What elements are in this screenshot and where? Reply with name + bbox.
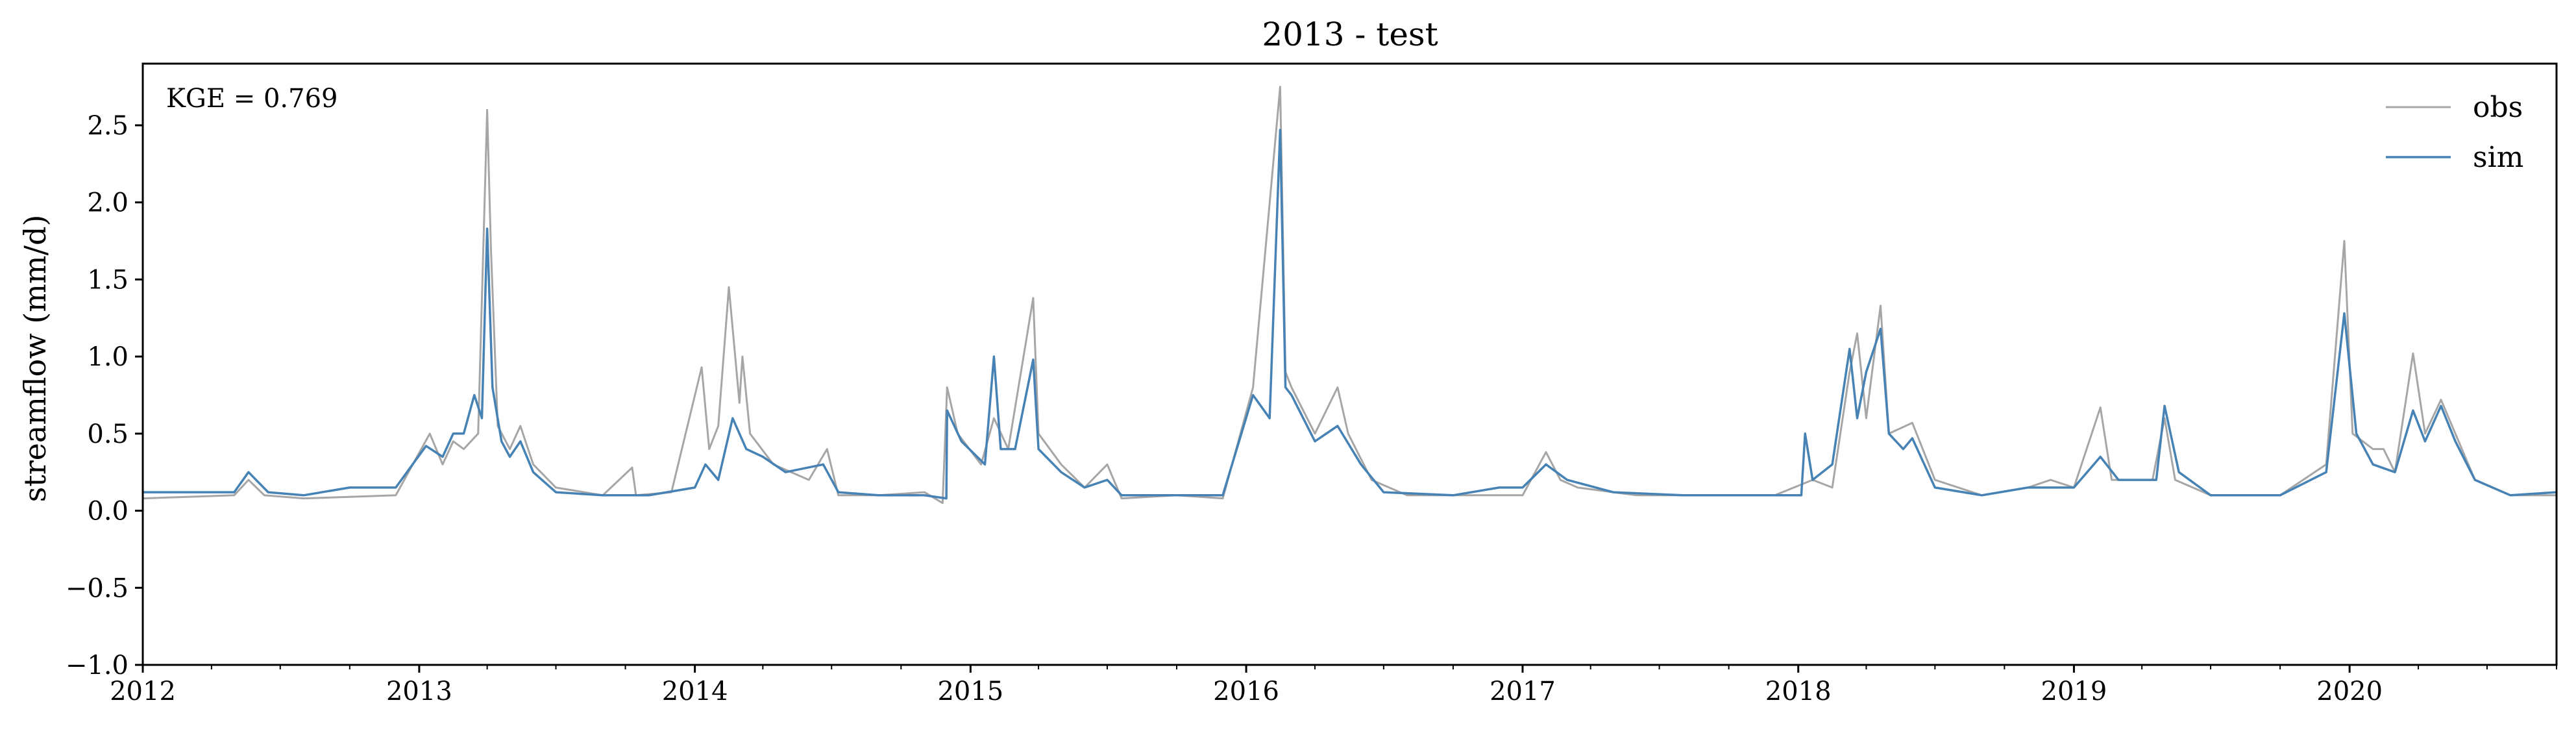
y-axis-label: streamflow (mm/d) (18, 215, 53, 503)
x-tick-label: 2018 (1765, 677, 1832, 706)
y-tick-label: −1.0 (66, 651, 129, 680)
y-tick-label: 1.0 (87, 342, 129, 372)
y-tick-label: 1.5 (87, 265, 129, 295)
x-tick-label: 2014 (662, 677, 728, 706)
series-line-obs (142, 86, 2557, 505)
x-tick-label: 2020 (2316, 677, 2383, 706)
plot-area: −1.0−0.50.00.51.01.52.02.5 2012 2013 2014 2… (66, 62, 2558, 706)
x-tick-label: 2015 (937, 677, 1003, 706)
y-tick-label: 0.5 (87, 419, 129, 449)
kge-annotation: KGE = 0.769 (166, 84, 338, 114)
x-tick-label: 2019 (2041, 677, 2107, 706)
y-tick-label: −0.5 (66, 573, 129, 603)
x-tick-label: 2016 (1213, 677, 1279, 706)
x-tick-label: 2012 (110, 677, 176, 706)
chart-title: 2013 - test (1262, 16, 1438, 53)
x-tick-label: 2013 (386, 677, 452, 706)
legend-label-sim: sim (2473, 141, 2523, 174)
legend: obs sim (2386, 91, 2523, 174)
plot-frame (141, 62, 2558, 666)
x-axis-ticks: 2012 2013 2014 2015 2016 2017 2018 2019 2020 (110, 665, 2557, 706)
series-line-sim (143, 129, 2557, 500)
y-tick-label: 2.5 (87, 111, 129, 141)
y-tick-label: 2.0 (87, 188, 129, 218)
x-tick-label: 2017 (1490, 677, 1556, 706)
y-axis-ticks: −1.0 −0.5 0.0 0.5 1.0 1.5 2.0 2.5 (66, 111, 143, 680)
legend-label-obs: obs (2473, 91, 2523, 124)
series-layer (142, 86, 2557, 505)
y-tick-label: 0.0 (87, 497, 129, 527)
